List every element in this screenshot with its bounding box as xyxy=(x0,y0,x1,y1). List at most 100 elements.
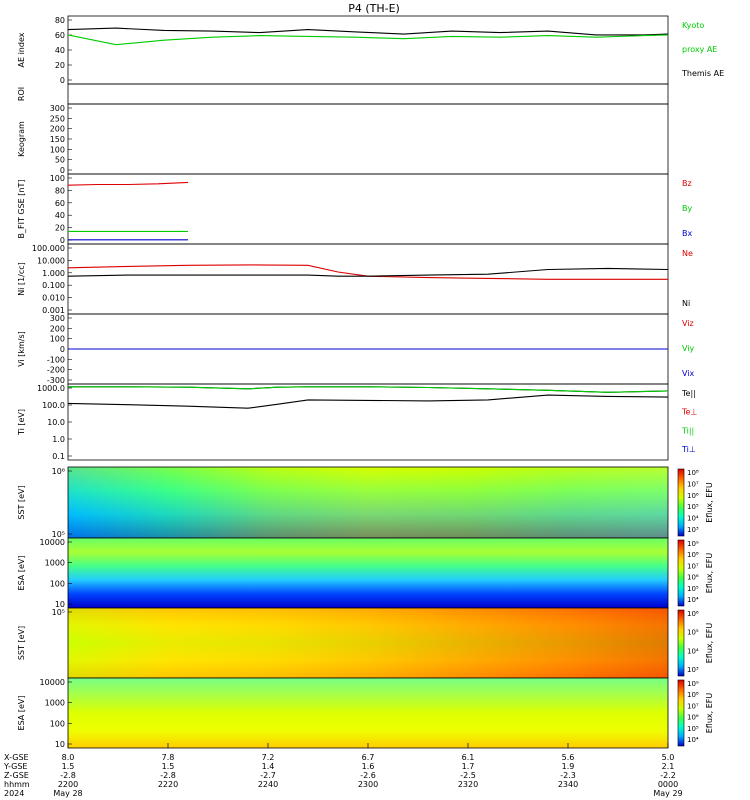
time-tick-value: 5.0 xyxy=(662,753,675,762)
heatmap-esa_i xyxy=(68,678,668,748)
ytick-keogram: 100 xyxy=(50,145,65,154)
panel-ti: Ti [eV] 1000.0 100.0 10.0 1.0 0.1 Te|| Te⊥ Ti|| T… xyxy=(17,383,697,461)
ytick-esa_i: 10000 xyxy=(40,678,65,687)
time-tick-value: 5.6 xyxy=(562,753,575,762)
time-tick-value: May 28 xyxy=(53,789,82,798)
ytick-esa_e: 10 xyxy=(55,600,65,609)
colorbar-label-sst_i: Eflux, EFU xyxy=(705,623,714,664)
ytick-sst_i: 10⁵ xyxy=(52,608,65,617)
time-axis: X-GSEY-GSEZ-GSEhhmm20248.01.5-2.82200May… xyxy=(3,743,683,798)
colorbar-tick-esa_e: 10⁶ xyxy=(687,574,699,582)
panel-frame-keogram xyxy=(67,103,669,175)
colorbar-tick-sst_e: 10⁵ xyxy=(687,503,699,511)
colorbar-tick-esa_e: 10⁵ xyxy=(687,585,699,593)
ytick-vi: -200 xyxy=(47,366,65,375)
ytick-keogram: 0 xyxy=(60,166,65,175)
colorbar-tick-esa_e: 10⁸ xyxy=(687,551,699,559)
series-bfit-bz xyxy=(67,181,189,186)
colorbar-sst_i xyxy=(677,609,685,677)
ytick-ae: 60 xyxy=(55,31,65,40)
ytick-ni: 0.010 xyxy=(42,294,65,303)
time-tick-value: 2340 xyxy=(558,780,578,789)
ytick-sst_e: 10⁵ xyxy=(52,530,65,539)
ytick-vi: 200 xyxy=(50,324,65,333)
time-tick-value: 7.2 xyxy=(262,753,275,762)
ytick-keogram: 150 xyxy=(50,135,65,144)
colorbar-tick-esa_i: 10⁶ xyxy=(687,714,699,722)
panel-bfit: B_FIT GSE [nT] 100 80 60 40 20 0 Bz By Bx xyxy=(17,173,692,245)
ytick-esa_e: 100 xyxy=(50,579,65,588)
series-ni-ne xyxy=(67,264,668,280)
heatmap-overlay-sst_e xyxy=(68,467,668,538)
ytick-sst_e: 10⁶ xyxy=(52,467,65,476)
legend-ti: Ti⊥ xyxy=(681,445,696,454)
series-ae-kyoto-proxy-ae xyxy=(67,34,669,46)
time-tick-value: -2.5 xyxy=(460,771,476,780)
time-tick-value: 6.7 xyxy=(362,753,375,762)
time-axis-row-label: Z-GSE xyxy=(4,771,29,780)
ytick-esa_i: 100 xyxy=(50,719,65,728)
ytick-bfit: 20 xyxy=(55,224,65,233)
time-tick-value: 1.4 xyxy=(262,762,275,771)
colorbar-tick-sst_e: 10³ xyxy=(687,526,699,534)
colorbar-tick-sst_e: 10⁸ xyxy=(687,469,699,477)
legend-bfit: Bz xyxy=(682,179,692,188)
time-tick-value: -2.2 xyxy=(660,771,676,780)
panel-frame-bfit xyxy=(67,173,669,245)
time-axis-row-label: hhmm xyxy=(4,780,30,789)
ytick-esa_i: 1000 xyxy=(45,699,65,708)
time-tick-value: 2240 xyxy=(258,780,278,789)
time-tick-value: -2.3 xyxy=(560,771,576,780)
colorbar-tick-esa_i: 10⁸ xyxy=(687,691,699,699)
ytick-ti: 100.0 xyxy=(42,401,65,410)
time-tick-value: 1.9 xyxy=(562,762,575,771)
ytick-ti: 0.1 xyxy=(52,452,65,461)
colorbar-esa_i xyxy=(677,679,685,747)
colorbar-label-sst_e: Eflux, EFU xyxy=(705,482,714,523)
ytick-ae: 20 xyxy=(55,61,65,70)
ytick-bfit: 100 xyxy=(50,174,65,183)
time-tick-value: 7.8 xyxy=(162,753,175,762)
time-tick-value: 2320 xyxy=(458,780,478,789)
ylabel-ni: Ni [1/cc] xyxy=(17,262,26,296)
time-tick-value: 1.5 xyxy=(162,762,175,771)
panel-roi: ROI xyxy=(17,83,669,105)
time-tick-value: -2.8 xyxy=(160,771,176,780)
panel-frame-ae xyxy=(67,15,669,85)
heatmap-overlay-sst_i xyxy=(68,608,668,678)
ylabel-esa_e: ESA [eV] xyxy=(17,556,26,591)
ytick-ti: 1.0 xyxy=(52,435,65,444)
ylabel-bfit: B_FIT GSE [nT] xyxy=(17,180,26,239)
ytick-esa_i: 10 xyxy=(55,740,65,749)
ytick-ni: 100.000 xyxy=(32,244,65,253)
legend-bfit: By xyxy=(682,204,692,213)
ytick-vi: 0 xyxy=(60,345,65,354)
colorbar-label-esa_e: Eflux, EFU xyxy=(705,553,714,594)
time-axis-row-label: 2024 xyxy=(4,789,24,798)
ytick-keogram: 250 xyxy=(50,114,65,123)
colorbar-tick-sst_i: 10³ xyxy=(687,666,699,674)
time-tick-value: -2.7 xyxy=(260,771,276,780)
colorbar-tick-esa_i: 10⁹ xyxy=(687,680,699,688)
ylabel-sst_i: SST [eV] xyxy=(17,626,26,660)
ytick-keogram: 300 xyxy=(50,104,65,113)
legend-ni: Ni xyxy=(682,299,690,308)
time-tick-value: 8.0 xyxy=(62,753,75,762)
time-tick-value: -2.8 xyxy=(60,771,76,780)
colorbar-tick-sst_e: 10⁶ xyxy=(687,492,699,500)
panel-esa_i: 10⁹ 10⁸ 10⁷ 10⁶ 10⁵ 10⁴ Eflux, EFU ESA [eV] 1000… xyxy=(17,677,714,749)
ytick-esa_e: 1000 xyxy=(45,559,65,568)
legend-bfit: Bx xyxy=(682,229,692,238)
ylabel-ae: AE index xyxy=(17,32,26,67)
colorbar-label-esa_i: Eflux, EFU xyxy=(705,693,714,734)
legend-ae: proxy AE xyxy=(682,45,717,54)
ytick-bfit: 0 xyxy=(60,236,65,245)
ytick-ae: 0 xyxy=(60,76,65,85)
time-tick-value: -2.6 xyxy=(360,771,376,780)
ytick-bfit: 40 xyxy=(55,211,65,220)
time-axis-row-label: X-GSE xyxy=(4,753,29,762)
legend-ae: Themis AE xyxy=(681,69,724,78)
ylabel-vi: Vi [km/s] xyxy=(17,331,26,367)
